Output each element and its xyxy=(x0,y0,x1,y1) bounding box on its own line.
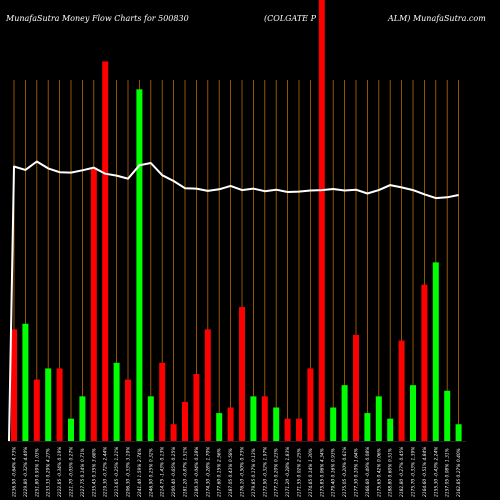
x-tick-label: 2200.40 -0.65% 0.25% xyxy=(171,447,177,497)
x-tick-label: 2171.20 -0.28% 1.83% xyxy=(285,447,291,497)
x-tick-label: 2182.80 -0.27% 0.45% xyxy=(399,447,405,497)
x-tick-label: 2229.80 -0.32% 4.40% xyxy=(23,447,29,497)
volume-bars xyxy=(11,0,462,442)
x-tick-label: 2176.10 -0.50% 0.73% xyxy=(240,447,246,497)
bar-1 xyxy=(22,323,29,441)
bar-15 xyxy=(182,401,188,441)
bar-7 xyxy=(90,167,97,441)
x-tick-label: 2214.75 -1.43% 0.13% xyxy=(160,447,166,497)
x-tick-label: 2155.30 -0.43% 2.24% xyxy=(433,447,439,497)
x-tick-label: 2236.90 -0.64% 4.73% xyxy=(12,447,18,497)
x-tick-label: 2177.30 0.10% 1.64% xyxy=(354,448,360,497)
x-tick-label: 2241.40 1.59% 2.74% xyxy=(137,448,143,497)
x-tick-label: 2174.65 0.14% 1.30% xyxy=(308,448,314,497)
bar-5 xyxy=(68,418,74,441)
x-tick-label: 2251.80 0.99% 1.03% xyxy=(34,448,40,497)
x-tick-label: 2187.05 0.43% 0.58% xyxy=(228,448,234,497)
x-tick-label: 2175.05 -0.20% 0.61% xyxy=(342,447,348,497)
x-tick-label: 2172.90 -0.32% 1.97% xyxy=(262,447,268,497)
x-tick-label: 2162.85 0.27% 0.40% xyxy=(456,448,462,497)
x-tick-labels: 2236.90 -0.64% 4.73% 2229.80 -0.32% 4.40%… xyxy=(12,447,463,497)
bar-20 xyxy=(239,307,245,441)
bar-27 xyxy=(318,0,325,441)
x-tick-label: 2206.30 -0.33% 3.19% xyxy=(126,447,132,497)
x-tick-label: 2235.45 0.35% 3.68% xyxy=(91,448,97,497)
x-tick-label: 2157.05 0.08% 1.31% xyxy=(445,448,451,497)
x-tick-label: 2175.85 0.06% 4.34% xyxy=(319,448,325,497)
chart-title-left: MunafaSutra Money Flow Charts for 500830 xyxy=(6,14,189,23)
bar-21 xyxy=(250,396,257,441)
chart-title: MunafaSutra Money Flow Charts for 500830… xyxy=(0,14,500,28)
bar-3 xyxy=(45,368,52,441)
bar-10 xyxy=(125,379,131,441)
x-tick-label: 2177.25 0.20% 0.23% xyxy=(274,448,280,497)
x-tick-label: 2175.65 0.42% 0.06% xyxy=(376,448,382,497)
x-tick-label: 2233.33 0.29% 4.27% xyxy=(46,448,52,497)
bar-28 xyxy=(330,407,337,441)
x-tick-label: 2175.70 -0.33% 1.39% xyxy=(411,447,417,497)
chart-title-right: ALM) MunafaSutra.com xyxy=(388,14,486,23)
bar-26 xyxy=(307,368,314,441)
bar-30 xyxy=(353,334,359,441)
bar-2 xyxy=(33,379,40,441)
bar-23 xyxy=(273,407,280,441)
x-tick-label: 2219.30 -0.72% 2.44% xyxy=(103,447,109,497)
bar-29 xyxy=(341,385,348,441)
bar-9 xyxy=(113,362,120,441)
bar-11 xyxy=(136,89,143,441)
bar-14 xyxy=(170,424,177,441)
x-tick-label: 2179.85 0.17% 0.13% xyxy=(251,448,257,497)
bar-12 xyxy=(147,396,154,441)
price-line xyxy=(8,160,459,442)
bar-22 xyxy=(261,396,268,441)
x-tick-label: 2166.60 -0.49% 0.08% xyxy=(365,447,371,497)
bar-18 xyxy=(216,413,223,441)
x-tick-label: 2179.40 0.16% 0.93% xyxy=(331,448,337,497)
bar-16 xyxy=(193,374,200,441)
x-tick-label: 2171.55 0.02% 2.25% xyxy=(297,448,303,497)
bar-0 xyxy=(11,329,17,441)
bar-6 xyxy=(79,396,86,441)
bar-17 xyxy=(204,329,211,441)
bar-33 xyxy=(387,418,394,441)
bar-31 xyxy=(364,413,371,441)
bar-8 xyxy=(102,61,109,442)
bar-39 xyxy=(455,424,462,441)
bar-19 xyxy=(227,407,234,441)
bar-37 xyxy=(432,262,439,441)
bar-4 xyxy=(56,368,63,441)
bar-34 xyxy=(398,340,405,441)
x-tick-label: 2246.90 0.25% 0.32% xyxy=(148,448,154,497)
grid-lines xyxy=(13,80,460,441)
bar-13 xyxy=(159,362,166,441)
bar-25 xyxy=(296,418,302,441)
x-tick-label: 2221.70 -0.05% 0.27% xyxy=(69,447,75,497)
bar-38 xyxy=(444,390,451,441)
chart-title-middle: (COLGATE P xyxy=(264,14,316,23)
x-tick-label: 2213.65 -0.25% 1.21% xyxy=(114,447,120,497)
bar-36 xyxy=(421,284,428,441)
bar-32 xyxy=(375,396,382,441)
x-tick-label: 2164.60 -0.51% 4.84% xyxy=(422,447,428,497)
x-tick-label: 2227.75 0.14% 0.71% xyxy=(80,448,86,497)
x-tick-label: 2181.20 -0.87% 1.51% xyxy=(183,447,189,497)
x-tick-label: 2188.80 0.60% 0.51% xyxy=(388,448,394,497)
x-tick-label: 2222.85 -0.34% 0.19% xyxy=(57,447,63,497)
x-tick-label: 2174.30 -0.28% 1.70% xyxy=(205,447,211,497)
x-tick-label: 2180.30 -0.04% 0.28% xyxy=(194,447,200,497)
bar-24 xyxy=(284,418,291,441)
x-tick-label: 2177.60 0.15% 2.56% xyxy=(217,448,223,497)
bar-35 xyxy=(410,385,416,441)
